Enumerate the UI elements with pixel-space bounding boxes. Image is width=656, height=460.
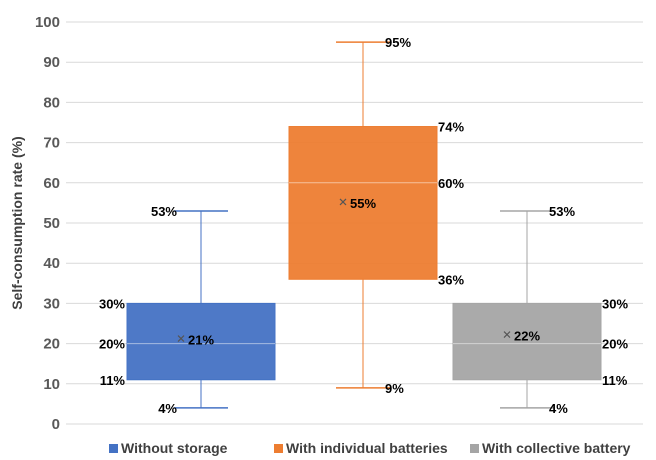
label-q1: 11% (602, 373, 628, 388)
label-median: 20% (602, 337, 628, 352)
label-q3: 30% (99, 296, 125, 311)
label-min: 9% (385, 381, 404, 396)
legend-swatch (109, 444, 118, 453)
label-max: 53% (151, 204, 177, 219)
y-tick-label: 60 (43, 175, 60, 192)
label-mean: 21% (188, 333, 214, 348)
box-3: 30% 20% 11% 53% 4% 22% (452, 204, 628, 416)
label-q3: 74% (438, 120, 464, 135)
box-iqr (452, 302, 602, 381)
label-median: 60% (438, 176, 464, 191)
legend-item: Without storage (109, 440, 228, 456)
label-min: 4% (549, 401, 568, 416)
mean-marker (177, 335, 185, 343)
y-tick-label: 0 (52, 416, 60, 433)
y-axis: 0 10 20 30 40 50 60 70 80 90 100 (35, 14, 60, 433)
y-tick-label: 20 (43, 336, 60, 353)
y-tick-label: 50 (43, 215, 60, 232)
legend-swatch (470, 444, 479, 453)
y-tick-label: 70 (43, 135, 60, 152)
y-tick-label: 100 (35, 14, 60, 31)
box-iqr (288, 126, 438, 280)
label-min: 4% (158, 401, 177, 416)
mean-marker (339, 198, 347, 206)
label-mean: 22% (514, 329, 540, 344)
y-axis-label: Self-consumption rate (%) (9, 136, 25, 309)
y-tick-label: 30 (43, 295, 60, 312)
box-1: 30% 20% 11% 53% 4% 21% (99, 204, 276, 416)
label-q1: 11% (100, 373, 126, 388)
boxes: 30% 20% 11% 53% 4% 21% 74% 60% 36% 95% 9% 55% 30% 20%… (99, 35, 628, 416)
legend: Without storage With individual batteries… (109, 440, 631, 456)
box-iqr (126, 302, 276, 381)
label-max: 95% (385, 35, 411, 50)
y-tick-label: 90 (43, 54, 60, 71)
label-median: 20% (99, 337, 125, 352)
y-tick-label: 80 (43, 94, 60, 111)
label-q1: 36% (438, 272, 464, 287)
y-tick-label: 10 (43, 376, 60, 393)
label-q3: 30% (602, 296, 628, 311)
legend-label: Without storage (121, 440, 228, 456)
label-max: 53% (549, 204, 575, 219)
y-tick-label: 40 (43, 255, 60, 272)
legend-item: With individual batteries (274, 440, 448, 456)
legend-label: With collective battery (482, 440, 631, 456)
legend-swatch (274, 444, 283, 453)
legend-label: With individual batteries (286, 440, 448, 456)
box-2: 74% 60% 36% 95% 9% 55% (288, 35, 464, 396)
label-mean: 55% (350, 196, 376, 211)
legend-item: With collective battery (470, 440, 631, 456)
mean-marker (503, 331, 511, 338)
